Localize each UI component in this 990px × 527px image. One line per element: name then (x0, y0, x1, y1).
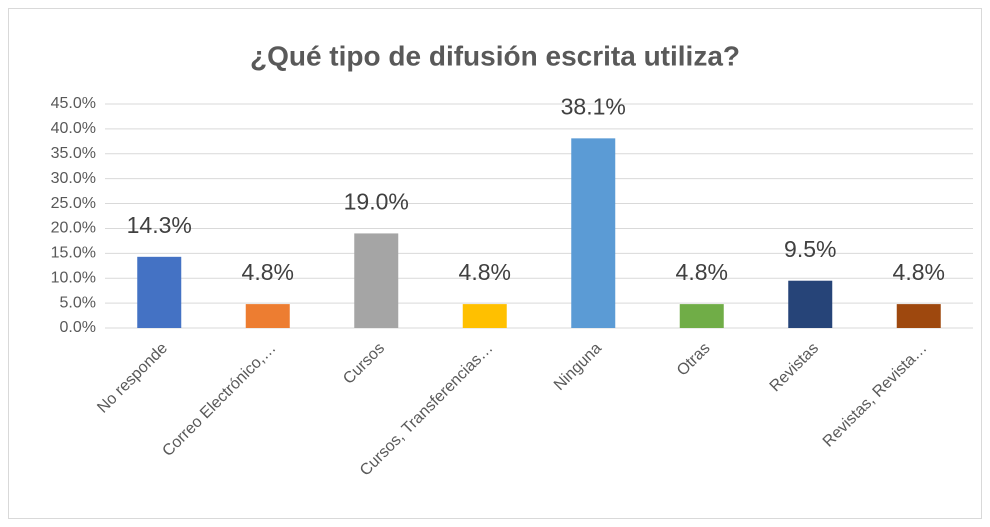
y-tick-label: 30.0% (51, 170, 96, 187)
y-tick-label: 20.0% (51, 220, 96, 237)
y-tick-label: 0.0% (60, 319, 96, 336)
value-label: 9.5% (784, 236, 836, 262)
value-label: 4.8% (242, 259, 294, 285)
value-label: 4.8% (676, 259, 728, 285)
bar (679, 304, 724, 328)
bar (354, 233, 399, 328)
value-label: 38.1% (561, 93, 626, 119)
bar (245, 304, 290, 328)
y-tick-label: 35.0% (51, 145, 96, 162)
chart-title: ¿Qué tipo de difusión escrita utiliza? (250, 40, 740, 71)
y-tick-label: 5.0% (60, 294, 96, 311)
bar (462, 304, 507, 328)
value-label: 4.8% (893, 259, 945, 285)
bar (571, 138, 616, 328)
y-tick-label: 25.0% (51, 195, 96, 212)
value-label: 14.3% (127, 212, 192, 238)
bar (788, 280, 833, 328)
bar (896, 304, 941, 328)
value-label: 4.8% (459, 259, 511, 285)
value-label: 19.0% (344, 189, 409, 215)
bar (137, 256, 182, 328)
y-tick-label: 10.0% (51, 269, 96, 286)
y-tick-label: 40.0% (51, 120, 96, 137)
y-tick-label: 45.0% (51, 95, 96, 112)
y-tick-label: 15.0% (51, 245, 96, 262)
